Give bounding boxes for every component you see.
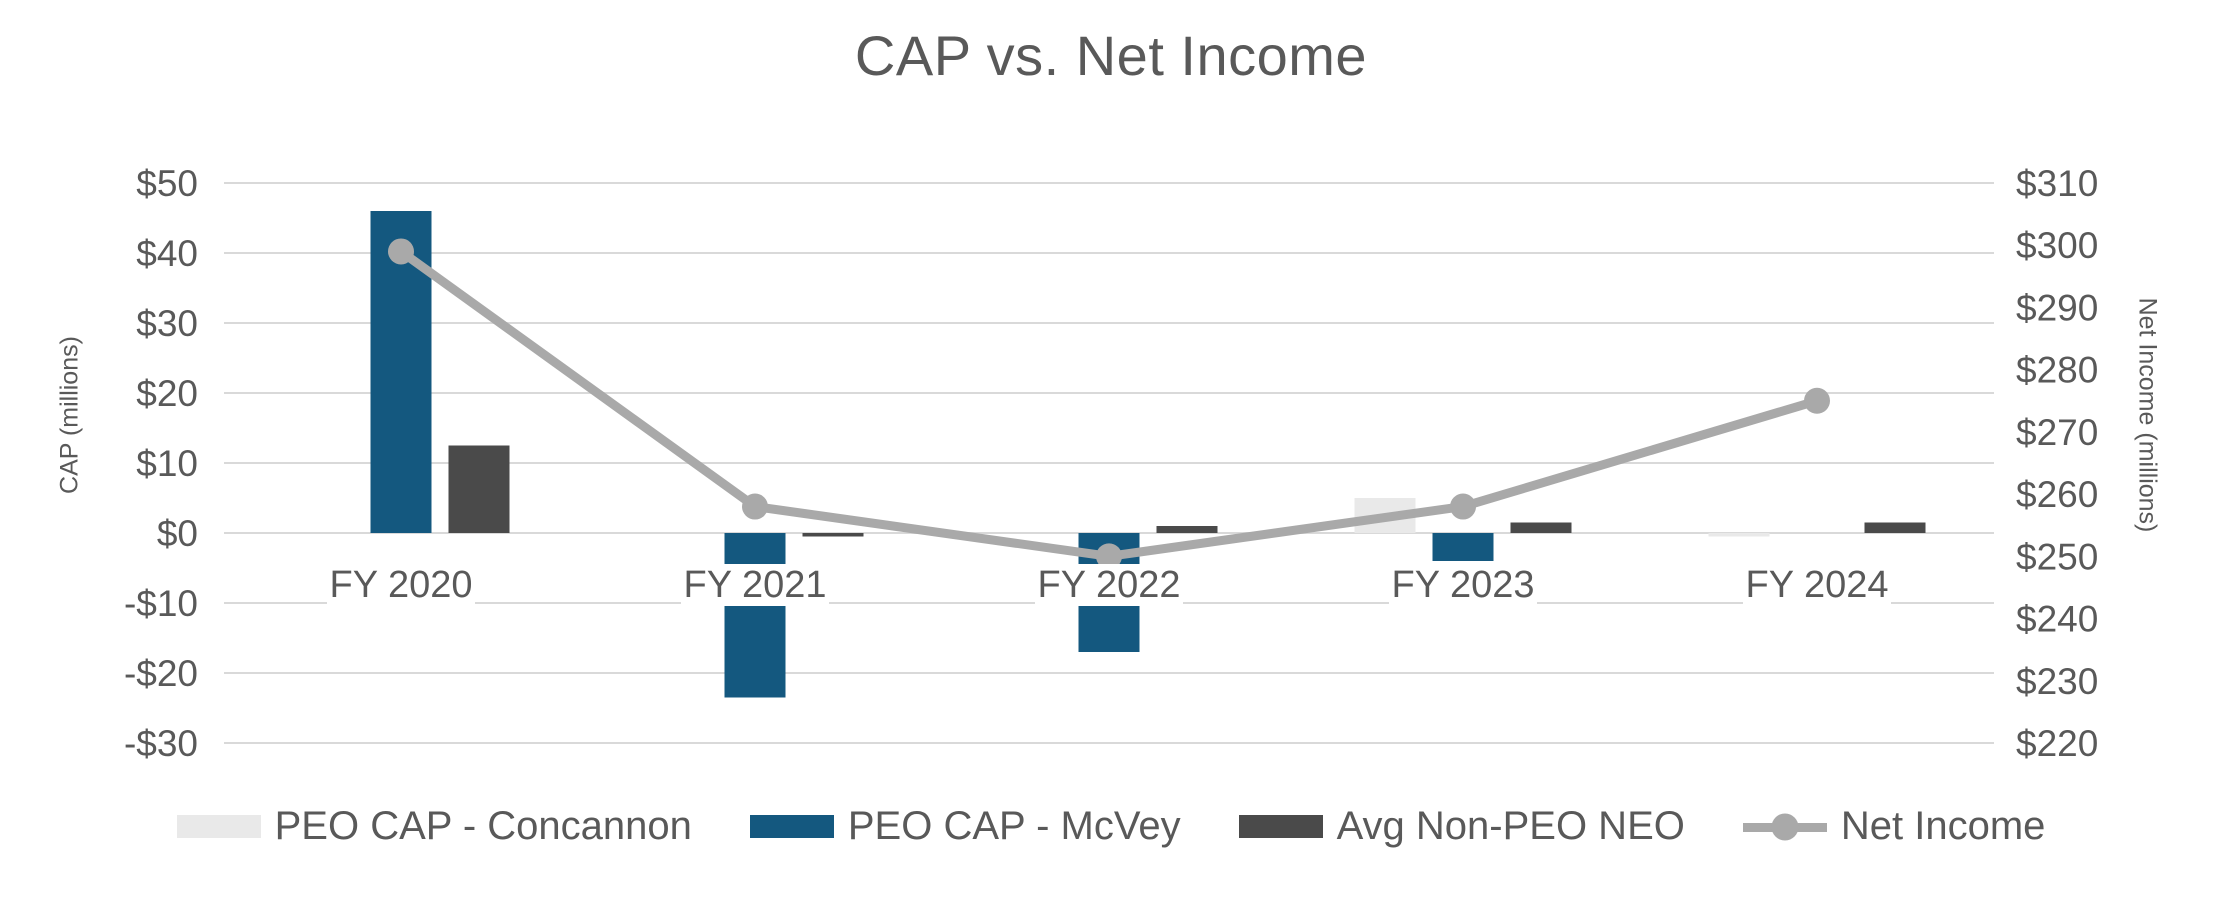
y-left-tick-30: $30 xyxy=(136,303,198,344)
x-axis-label-bg-fy-2024 xyxy=(1743,564,1891,606)
bar-peo-cap-mcvey-fy-2021 xyxy=(724,533,786,698)
legend-item-net-income: Net Income xyxy=(1742,804,2046,849)
legend-swatch-concannon-icon xyxy=(176,815,261,838)
y-left-tick-50: $50 xyxy=(136,163,198,204)
bar-peo-cap-concannon-fy-2024 xyxy=(1708,533,1770,537)
net-income-line xyxy=(398,247,1819,561)
y-left-tick-10: $10 xyxy=(136,443,198,484)
y-right-tick-240: $240 xyxy=(2016,599,2098,640)
net-income-marker-fy-2024 xyxy=(1804,387,1830,414)
right-axis-title: Net Income (millions) xyxy=(2133,297,2162,533)
net-income-marker-fy-2021 xyxy=(742,493,768,520)
y-right-tick-300: $300 xyxy=(2016,225,2098,266)
y-right-tick-220: $220 xyxy=(2016,723,2098,764)
y-left-tick-30: -$30 xyxy=(124,723,198,764)
x-axis-label-fy-2023: FY 2023 xyxy=(1392,564,1535,606)
legend-item-peo-cap-mcvey: PEO CAP - McVey xyxy=(749,804,1181,849)
legend-swatch-neo-icon xyxy=(1238,815,1323,838)
bar-avg-non-peo-neo-fy-2021 xyxy=(802,533,864,537)
y-right-tick-270: $270 xyxy=(2016,412,2098,453)
x-axis-label-bg-fy-2022 xyxy=(1035,564,1183,606)
x-axis-label-bg-fy-2023 xyxy=(1389,564,1537,606)
bar-avg-non-peo-neo-fy-2020 xyxy=(448,445,510,533)
y-right-tick-230: $230 xyxy=(2016,661,2098,702)
bar-avg-non-peo-neo-fy-2023 xyxy=(1510,522,1572,533)
bar-avg-non-peo-neo-fy-2022 xyxy=(1156,526,1218,533)
chart-legend: PEO CAP - Concannon PEO CAP - McVey Avg … xyxy=(0,804,2222,849)
legend-label-peo-cap-mcvey: PEO CAP - McVey xyxy=(847,804,1181,848)
x-axis-label-bg-fy-2021 xyxy=(681,564,829,606)
legend-swatch-mcvey-icon xyxy=(749,815,834,838)
x-axis-label-fy-2024: FY 2024 xyxy=(1746,564,1889,606)
legend-label-net-income: Net Income xyxy=(1840,804,2046,848)
y-left-tick-10: -$10 xyxy=(124,583,198,624)
bar-peo-cap-mcvey-fy-2023 xyxy=(1432,533,1494,561)
y-right-tick-310: $310 xyxy=(2016,163,2098,204)
legend-label-peo-cap-concannon: PEO CAP - Concannon xyxy=(274,804,692,848)
y-right-tick-290: $290 xyxy=(2016,287,2098,328)
net-income-marker-fy-2022 xyxy=(1096,543,1122,570)
y-left-tick-0: $0 xyxy=(157,513,198,554)
x-axis-label-bg-fy-2020 xyxy=(327,564,475,606)
y-right-tick-250: $250 xyxy=(2016,536,2098,577)
y-left-tick-20: $20 xyxy=(136,373,198,414)
y-left-tick-20: -$20 xyxy=(124,653,198,694)
legend-line-marker-icon xyxy=(1742,812,1827,842)
y-right-tick-260: $260 xyxy=(2016,474,2098,515)
legend-label-avg-non-peo-neo: Avg Non-PEO NEO xyxy=(1336,804,1685,848)
x-axis-label-fy-2020: FY 2020 xyxy=(330,564,473,606)
chart-title: CAP vs. Net Income xyxy=(854,24,1368,87)
legend-item-avg-non-peo-neo: Avg Non-PEO NEO xyxy=(1238,804,1685,849)
bar-avg-non-peo-neo-fy-2024 xyxy=(1864,522,1926,533)
x-axis-label-fy-2021: FY 2021 xyxy=(684,564,827,606)
y-left-tick-40: $40 xyxy=(136,233,198,274)
net-income-marker-fy-2020 xyxy=(388,238,414,265)
x-axis-label-fy-2022: FY 2022 xyxy=(1038,564,1181,606)
legend-dot-icon xyxy=(1771,813,1799,840)
net-income-marker-fy-2023 xyxy=(1450,493,1476,520)
legend-item-peo-cap-concannon: PEO CAP - Concannon xyxy=(176,804,692,849)
y-right-tick-280: $280 xyxy=(2016,350,2098,391)
left-axis-title: CAP (millions) xyxy=(55,336,84,494)
